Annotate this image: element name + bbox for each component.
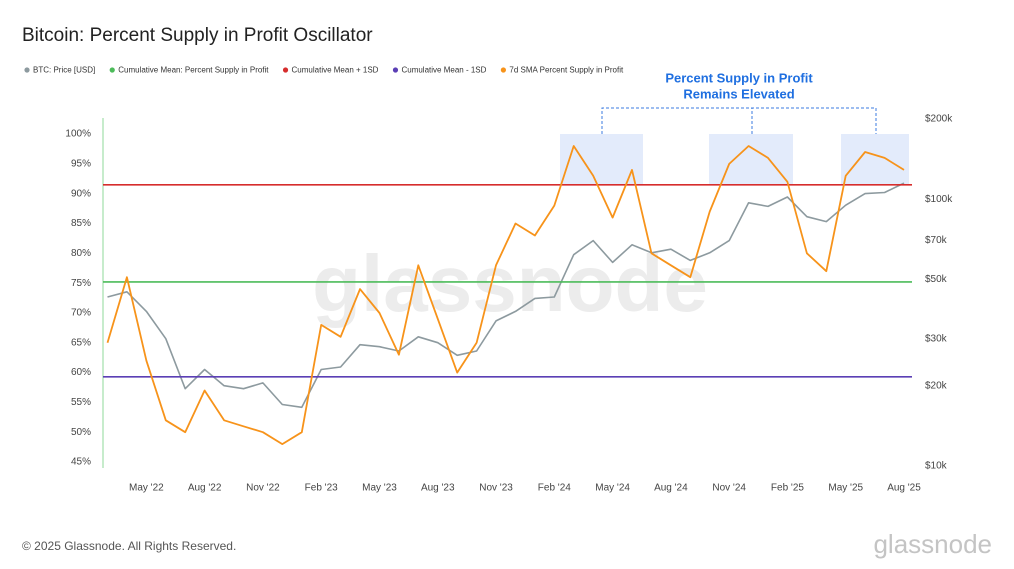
legend-marker: [24, 67, 30, 73]
legend-marker: [392, 67, 399, 73]
y2-tick-label: $10k: [925, 461, 948, 472]
legend-marker: [500, 67, 506, 73]
logo-watermark: glassnode: [873, 529, 992, 559]
legend-label: Cumulative Mean: Percent Supply in Profi…: [118, 66, 269, 75]
x-tick-label: May '24: [595, 483, 630, 494]
highlight-box: [841, 134, 909, 185]
y-tick-label: 100%: [65, 129, 91, 140]
chart-title: Bitcoin: Percent Supply in Profit Oscill…: [22, 25, 373, 46]
y2-tick-label: $20k: [925, 380, 948, 391]
x-tick-label: Aug '23: [421, 483, 455, 494]
legend-label: Cumulative Mean - 1SD: [401, 66, 486, 75]
x-tick-label: Feb '25: [771, 483, 804, 494]
highlight-box: [709, 134, 793, 185]
x-tick-label: Feb '23: [305, 483, 338, 494]
footer: © 2025 Glassnode. All Rights Reserved.: [22, 539, 236, 553]
series-line: [107, 182, 905, 409]
highlight-boxes: [560, 107, 909, 185]
y-tick-label: 45%: [71, 457, 91, 468]
x-tick-label: May '25: [828, 483, 863, 494]
legend-label: 7d SMA Percent Supply in Profit: [509, 66, 624, 75]
y-tick-label: 85%: [71, 218, 91, 229]
legend-label: Cumulative Mean + 1SD: [292, 66, 379, 75]
y-tick-label: 80%: [71, 248, 91, 259]
x-tick-label: May '23: [362, 483, 397, 494]
legend-marker: [282, 67, 289, 73]
x-tick-label: Aug '24: [654, 483, 688, 494]
legend-label: BTC: Price [USD]: [33, 66, 95, 75]
y2-tick-label: $100k: [925, 194, 953, 205]
annotation-bracket: [601, 107, 877, 134]
annotation: Percent Supply in Profit: [665, 70, 813, 85]
y-tick-label: 75%: [71, 278, 91, 289]
y2-tick-label: $30k: [925, 333, 948, 344]
legend-marker: [109, 67, 115, 73]
y-tick-label: 55%: [71, 397, 91, 408]
y2-tick-label: $200k: [925, 114, 953, 125]
x-tick-label: Nov '24: [712, 483, 746, 494]
y-tick-label: 60%: [71, 367, 91, 378]
y2-tick-label: $50k: [925, 274, 948, 285]
x-tick-label: Aug '22: [188, 483, 222, 494]
x-tick-label: Feb '24: [538, 483, 571, 494]
y-tick-label: 65%: [71, 337, 91, 348]
x-tick-label: Nov '23: [479, 483, 513, 494]
x-tick-label: Aug '25: [887, 483, 921, 494]
series-line: [106, 145, 905, 445]
y-tick-label: 90%: [71, 188, 91, 199]
annotation: Remains Elevated: [683, 86, 794, 101]
x-tick-label: Nov '22: [246, 483, 280, 494]
highlight-box: [560, 134, 643, 185]
y-tick-label: 50%: [71, 427, 91, 438]
y-tick-label: 70%: [71, 308, 91, 319]
x-tick-label: May '22: [129, 483, 164, 494]
y2-tick-label: $70k: [925, 235, 948, 246]
y-tick-label: 95%: [71, 159, 91, 170]
